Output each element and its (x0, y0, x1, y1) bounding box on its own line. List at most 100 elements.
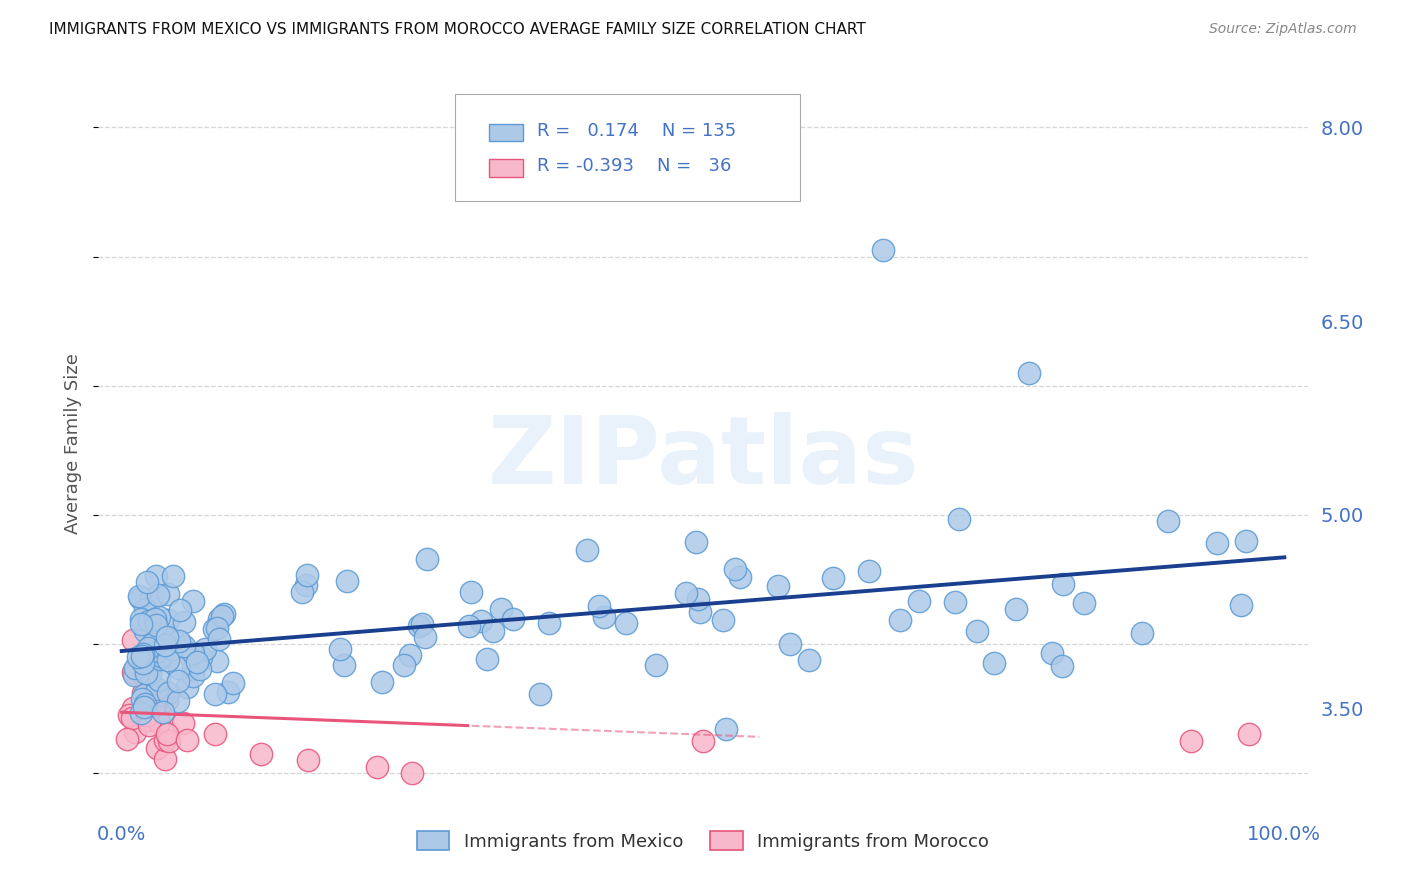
Point (136, 574, 159, 589)
Point (134, 602, 156, 616)
Point (685, 535, 707, 549)
Point (132, 686, 155, 700)
Point (118, 707, 141, 722)
Point (413, 630, 436, 644)
Point (333, 658, 356, 673)
Point (167, 661, 190, 675)
Point (132, 656, 155, 670)
Point (179, 649, 201, 664)
Point (132, 647, 155, 661)
Point (167, 693, 190, 707)
Point (190, 649, 212, 664)
Point (155, 638, 177, 652)
Point (1239, 727, 1261, 741)
Point (415, 551, 437, 566)
Point (675, 585, 697, 599)
Point (141, 641, 163, 656)
Point (138, 614, 160, 628)
Point (172, 716, 194, 731)
Point (149, 642, 172, 657)
Point (208, 632, 231, 646)
Point (148, 650, 170, 665)
Point (157, 734, 180, 748)
FancyBboxPatch shape (456, 95, 800, 201)
Point (212, 607, 235, 622)
Text: Source: ZipAtlas.com: Source: ZipAtlas.com (1209, 22, 1357, 37)
Point (169, 603, 191, 617)
Point (399, 648, 422, 662)
FancyBboxPatch shape (489, 124, 523, 141)
Point (714, 722, 737, 736)
Text: ZIPatlas: ZIPatlas (488, 412, 918, 505)
Point (1130, 625, 1153, 640)
Point (889, 613, 911, 627)
Point (134, 624, 156, 639)
Point (129, 706, 152, 721)
FancyBboxPatch shape (489, 159, 523, 177)
Point (482, 624, 505, 638)
Point (502, 612, 524, 626)
Point (152, 706, 174, 720)
Point (122, 633, 145, 648)
Point (779, 637, 801, 651)
Point (823, 571, 845, 585)
Point (645, 657, 668, 672)
Point (160, 642, 183, 657)
Point (948, 512, 970, 526)
Point (153, 752, 176, 766)
Point (124, 724, 146, 739)
Point (181, 668, 204, 682)
Point (460, 584, 482, 599)
Point (204, 727, 226, 741)
Point (966, 624, 988, 639)
Point (766, 578, 789, 592)
Point (294, 578, 316, 592)
Point (121, 701, 143, 715)
Text: IMMIGRANTS FROM MEXICO VS IMMIGRANTS FROM MOROCCO AVERAGE FAMILY SIZE CORRELATIO: IMMIGRANTS FROM MEXICO VS IMMIGRANTS FRO… (49, 22, 866, 37)
Point (136, 714, 159, 728)
Point (156, 631, 179, 645)
Point (297, 753, 319, 767)
Point (145, 569, 167, 583)
Point (139, 666, 162, 681)
Point (176, 733, 198, 747)
Point (208, 612, 231, 626)
Point (250, 747, 273, 761)
Point (529, 687, 551, 701)
Point (157, 613, 180, 627)
Point (328, 641, 350, 656)
Legend: Immigrants from Mexico, Immigrants from Morocco: Immigrants from Mexico, Immigrants from … (409, 823, 997, 858)
Point (222, 675, 245, 690)
Point (491, 602, 513, 616)
Point (907, 594, 929, 608)
Point (129, 617, 152, 632)
Point (575, 543, 598, 558)
Point (205, 654, 228, 668)
Point (411, 616, 433, 631)
Point (371, 674, 394, 689)
Point (711, 613, 734, 627)
Point (366, 759, 388, 773)
Point (167, 633, 190, 648)
Point (207, 621, 229, 635)
Point (152, 688, 174, 702)
Point (156, 631, 179, 645)
Point (858, 564, 880, 578)
Point (136, 640, 159, 655)
Point (186, 656, 208, 670)
Point (983, 656, 1005, 670)
Point (1040, 646, 1063, 660)
Point (143, 698, 166, 712)
Point (156, 587, 179, 601)
Point (537, 615, 560, 630)
Point (943, 594, 966, 608)
Point (211, 609, 233, 624)
Point (135, 708, 157, 723)
Text: R = -0.393    N =   36: R = -0.393 N = 36 (537, 157, 731, 176)
Point (181, 594, 204, 608)
Point (165, 639, 187, 653)
Point (148, 673, 170, 688)
Point (134, 688, 156, 702)
Point (148, 715, 170, 730)
Point (1157, 514, 1180, 528)
